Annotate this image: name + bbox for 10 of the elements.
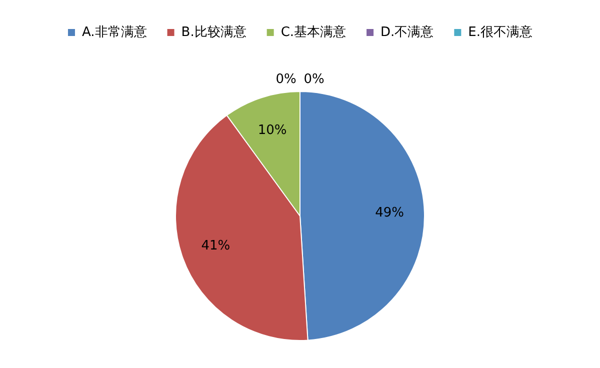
data-label: 41% [201, 238, 230, 254]
legend-label: E.很不满意 [468, 24, 533, 40]
legend-label: D.不满意 [380, 24, 434, 40]
legend-label: A.非常满意 [82, 24, 147, 40]
legend-label: B.比较满意 [181, 24, 246, 40]
legend-label: C.基本满意 [280, 24, 346, 40]
data-label: 10% [258, 123, 287, 138]
text: 0% [304, 72, 324, 87]
text: 0% [276, 72, 296, 87]
data-label: 49% [375, 206, 404, 221]
